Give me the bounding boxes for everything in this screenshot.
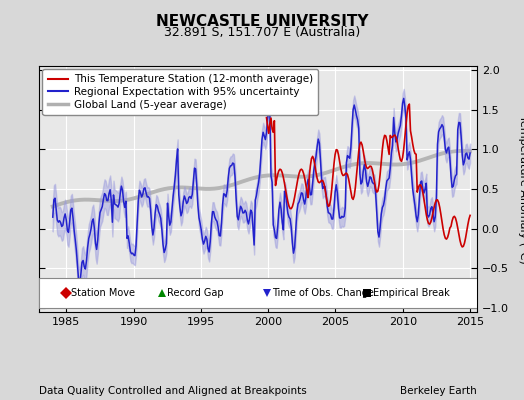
Text: 32.891 S, 151.707 E (Australia): 32.891 S, 151.707 E (Australia)	[164, 26, 360, 39]
Bar	[39, 278, 477, 308]
Legend: This Temperature Station (12-month average), Regional Expectation with 95% uncer: This Temperature Station (12-month avera…	[42, 69, 318, 115]
Text: Berkeley Earth: Berkeley Earth	[400, 386, 477, 396]
Text: Data Quality Controlled and Aligned at Breakpoints: Data Quality Controlled and Aligned at B…	[39, 386, 307, 396]
Text: Station Move: Station Move	[71, 288, 135, 298]
Text: Empirical Break: Empirical Break	[373, 288, 450, 298]
Y-axis label: Temperature Anomaly (°C): Temperature Anomaly (°C)	[518, 115, 524, 263]
Text: Record Gap: Record Gap	[167, 288, 224, 298]
Text: Time of Obs. Change: Time of Obs. Change	[272, 288, 374, 298]
Text: NEWCASTLE UNIVERSITY: NEWCASTLE UNIVERSITY	[156, 14, 368, 29]
